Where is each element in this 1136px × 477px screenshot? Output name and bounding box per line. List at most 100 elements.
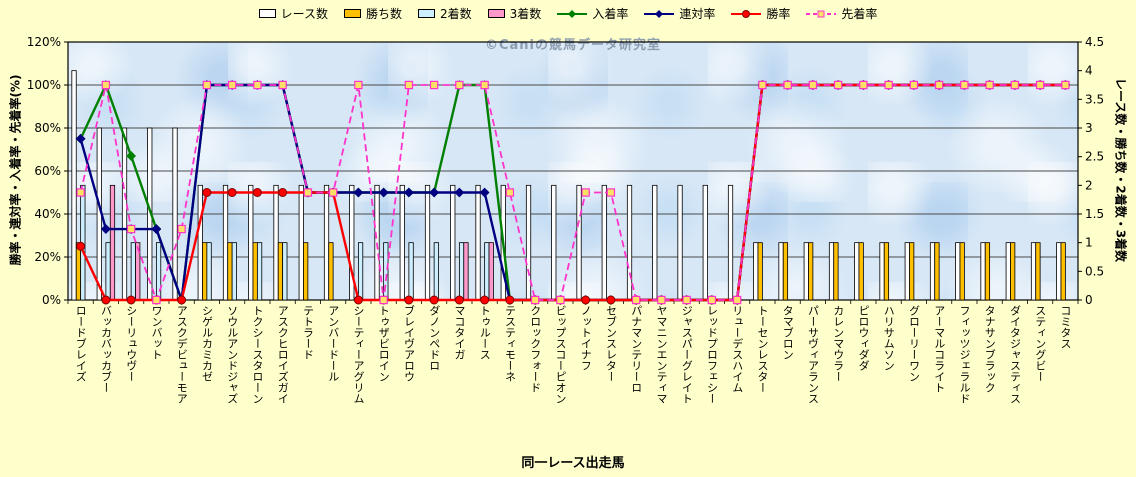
bar-series-1 (879, 242, 885, 301)
diamond-marker (479, 187, 490, 198)
bar-series-1 (677, 184, 683, 301)
square-marker (1010, 80, 1020, 90)
right-axis-tick-label: 0 (1085, 293, 1093, 307)
bar-series-2 (1010, 242, 1016, 301)
square-marker (783, 80, 792, 90)
bar-series-1 (929, 242, 936, 301)
square-marker (429, 80, 439, 90)
legend-bar-swatch-icon (418, 9, 436, 18)
circle-marker (480, 295, 490, 305)
bar-series-2 (808, 242, 814, 301)
bar-series-1 (450, 184, 456, 301)
square-marker (253, 80, 262, 90)
bar-series-1 (273, 184, 279, 301)
bar-series-2 (833, 242, 839, 301)
legend-label: 3着数 (509, 7, 542, 21)
legend-label: 勝率 (766, 7, 791, 21)
diamond-marker (75, 133, 86, 144)
bar-series-1 (323, 184, 330, 301)
bar-series-1 (248, 184, 254, 301)
circle-marker (252, 188, 262, 197)
circle-marker (227, 188, 237, 197)
diamond-marker (100, 224, 111, 234)
legend-item-5: 入着率 (557, 5, 628, 22)
square-marker (682, 295, 691, 305)
square-marker (404, 80, 414, 90)
bar-series-2 (883, 242, 890, 301)
bar-series-1 (1030, 242, 1037, 301)
square-marker (909, 80, 919, 90)
legend-marker-icon (568, 9, 577, 18)
legend-label: 先着率 (841, 7, 878, 21)
square-marker (328, 188, 338, 197)
bar-series-1 (197, 184, 203, 301)
bar-series-1 (525, 184, 532, 301)
left-axis-tick-label: 40% (34, 207, 61, 221)
bar-series-1 (753, 242, 759, 301)
bar-series-2 (75, 242, 82, 301)
square-marker (606, 188, 616, 197)
bar-series-3 (105, 242, 111, 301)
bar-series-1 (551, 184, 557, 301)
bar-series-1 (702, 184, 708, 301)
legend-bar-swatch-icon (487, 9, 505, 18)
bar-series-3 (282, 242, 288, 301)
left-axis-title: 勝率・連対率・入着率・先着率(%) (8, 74, 23, 266)
legend-marker-icon (742, 9, 751, 18)
chart-legend: レース数 勝ち数 2着数 3着数 入着率 連対率 勝率 先着率 (0, 5, 1136, 22)
bar-series-1 (298, 184, 304, 301)
diamond-marker (403, 187, 414, 198)
square-marker (556, 295, 565, 305)
bar-series-3 (408, 242, 414, 301)
square-marker (581, 188, 590, 197)
bar-series-1 (652, 184, 658, 301)
square-marker (278, 80, 287, 90)
bar-series-4 (463, 242, 469, 301)
square-marker (808, 80, 818, 90)
legend-item-4: 3着数 (487, 5, 542, 22)
square-marker (152, 295, 161, 305)
circle-marker (404, 295, 414, 305)
diamond-marker (126, 151, 137, 161)
circle-marker (454, 295, 464, 305)
square-marker (934, 80, 944, 90)
bar-series-4 (109, 184, 116, 301)
legend-line-swatch-icon (557, 9, 588, 18)
bar-series-3 (433, 242, 439, 301)
bar-series-2 (909, 242, 915, 301)
legend-item-7: 勝率 (731, 5, 790, 22)
left-axis-tick-label: 80% (34, 121, 61, 135)
bar-series-1 (1056, 242, 1062, 301)
bar-series-1 (71, 70, 77, 301)
circle-marker (505, 295, 515, 305)
bar-series-2 (303, 242, 309, 301)
square-marker (657, 295, 666, 305)
circle-marker (278, 188, 288, 197)
square-marker (354, 80, 363, 90)
diamond-marker (454, 187, 465, 198)
bar-series-1 (904, 242, 910, 301)
bar-series-2 (782, 242, 789, 301)
bar-series-2 (202, 242, 208, 301)
legend-label: レース数 (280, 7, 329, 21)
bar-series-2 (858, 242, 864, 301)
diamond-marker (429, 187, 440, 198)
legend-item-8: 先着率 (806, 5, 877, 22)
bar-series-1 (626, 184, 633, 301)
bar-series-2 (934, 242, 940, 301)
bar-series-1 (349, 184, 355, 301)
bar-series-2 (277, 242, 284, 301)
legend-label: 2着数 (440, 7, 472, 21)
square-marker (859, 80, 868, 90)
square-marker (379, 295, 388, 305)
legend-bar-swatch-icon (258, 9, 276, 18)
left-axis-tick-label: 60% (34, 164, 61, 178)
square-marker (76, 188, 85, 197)
square-marker (227, 80, 237, 90)
bar-series-1 (424, 184, 431, 301)
circle-marker (581, 295, 591, 305)
bar-series-2 (252, 242, 258, 301)
bar-series-1 (803, 242, 809, 301)
square-marker (480, 80, 489, 90)
